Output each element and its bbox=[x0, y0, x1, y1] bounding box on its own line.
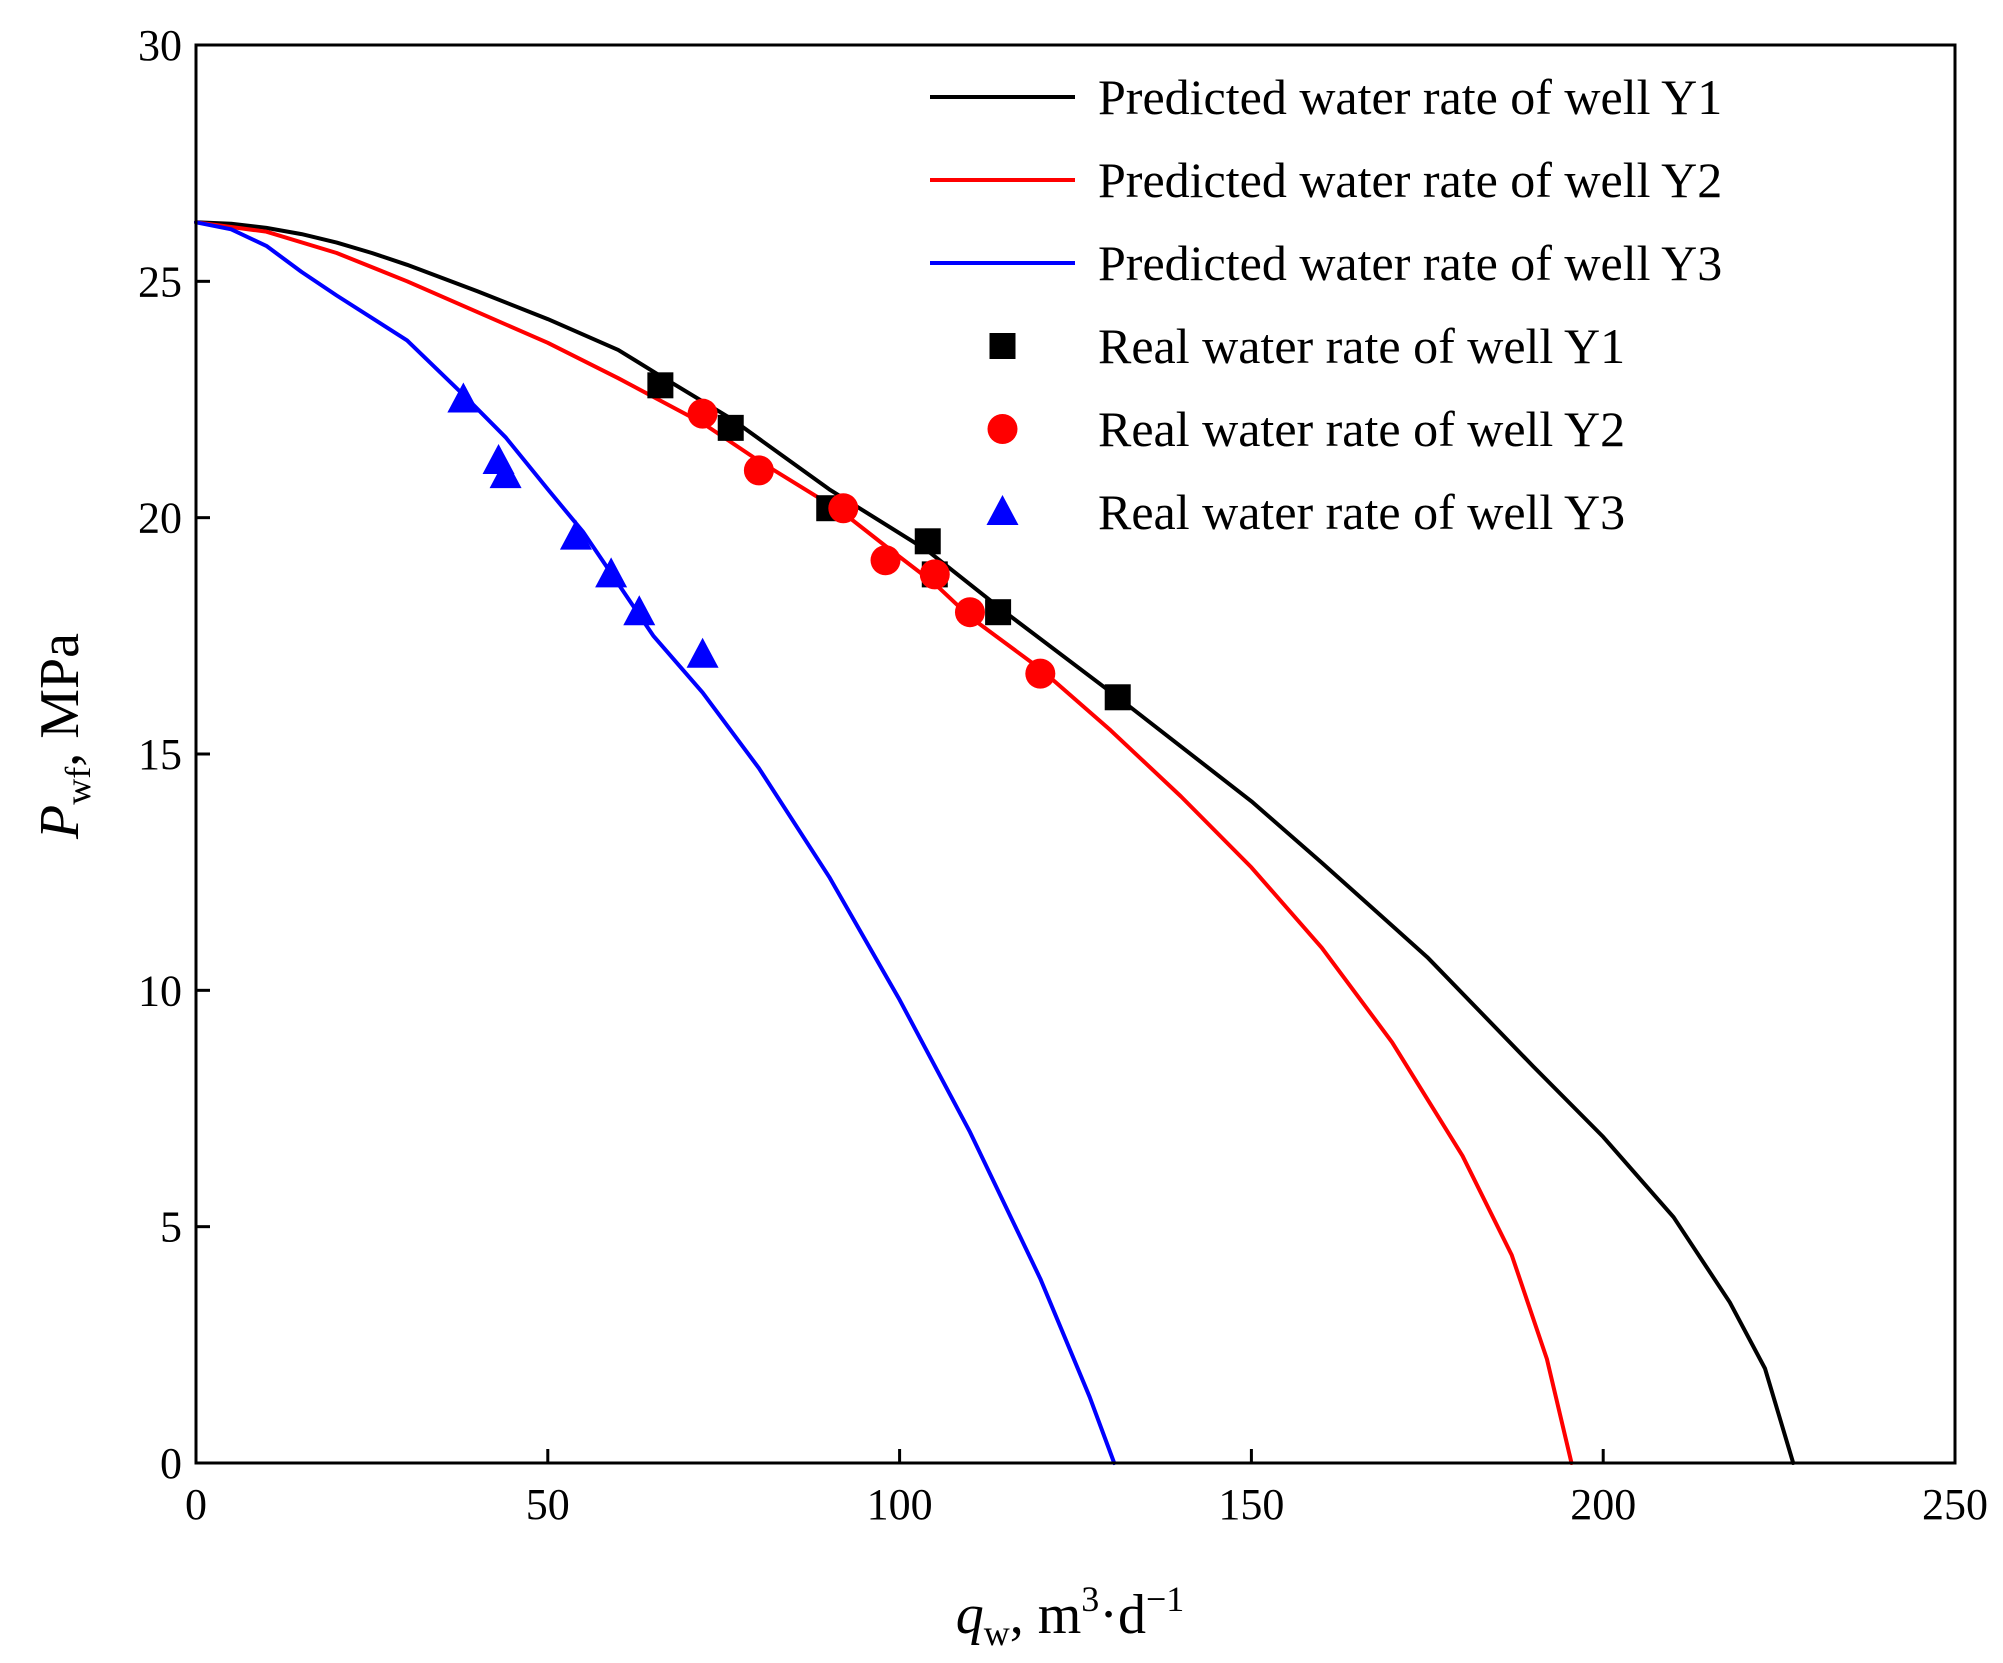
point-real-water-rate-of-well-y2 bbox=[919, 559, 950, 590]
point-real-water-rate-of-well-y1 bbox=[647, 372, 674, 399]
point-real-water-rate-of-well-y3 bbox=[686, 637, 719, 668]
x-tick-label: 100 bbox=[867, 1480, 933, 1529]
x-axis-label-subscript: w bbox=[984, 1613, 1010, 1653]
legend: Predicted water rate of well Y1 Predicted… bbox=[930, 69, 1722, 540]
point-real-water-rate-of-well-y2 bbox=[743, 455, 774, 486]
x-axis-label-variable: q bbox=[956, 1584, 984, 1646]
y-axis-ticks: 0 5 10 15 20 25 30 bbox=[138, 21, 210, 1488]
x-tick-label: 150 bbox=[1218, 1480, 1284, 1529]
point-real-water-rate-of-well-y1 bbox=[914, 528, 941, 555]
line-predicted-water-rate-of-well-y1 bbox=[194, 220, 1796, 1465]
point-real-water-rate-of-well-y2 bbox=[954, 597, 985, 628]
x-tick-label: 0 bbox=[185, 1480, 207, 1529]
x-axis-label-unit-exponent-2: −1 bbox=[1146, 1579, 1184, 1619]
point-real-water-rate-of-well-y3 bbox=[559, 519, 592, 550]
x-axis-ticks: 0 50 100 150 200 250 bbox=[185, 1449, 1988, 1529]
point-real-water-rate-of-well-y2 bbox=[828, 493, 859, 524]
y-tick-label: 20 bbox=[138, 494, 182, 543]
point-real-water-rate-of-well-y3 bbox=[623, 595, 656, 626]
x-axis-label: qw, m3·d−1 bbox=[956, 1579, 1185, 1653]
x-tick-label: 50 bbox=[526, 1480, 570, 1529]
y-tick-label: 10 bbox=[138, 966, 182, 1015]
point-real-water-rate-of-well-y2 bbox=[870, 545, 901, 576]
point-real-water-rate-of-well-y2 bbox=[687, 398, 718, 429]
x-axis-label-unit-exponent: 3 bbox=[1081, 1579, 1099, 1619]
y-tick-label: 5 bbox=[160, 1203, 182, 1252]
legend-label-real-water-rate-of-well-y2: Real water rate of well Y2 bbox=[1098, 401, 1625, 457]
x-tick-label: 250 bbox=[1922, 1480, 1988, 1529]
legend-label-predicted-water-rate-of-well-y1: Predicted water rate of well Y1 bbox=[1098, 69, 1722, 125]
point-real-water-rate-of-well-y3 bbox=[489, 458, 522, 489]
x-axis-label-unit: , m bbox=[1010, 1584, 1082, 1646]
point-real-water-rate-of-well-y2 bbox=[1025, 658, 1056, 689]
y-tick-label: 15 bbox=[138, 730, 182, 779]
point-real-water-rate-of-well-y3 bbox=[447, 382, 480, 413]
point-real-water-rate-of-well-y1 bbox=[985, 599, 1012, 626]
legend-swatch-real-water-rate-of-well-y3 bbox=[986, 495, 1019, 525]
y-axis-label-variable: P bbox=[29, 805, 91, 840]
line-predicted-water-rate-of-well-y3 bbox=[194, 220, 1117, 1465]
legend-label-predicted-water-rate-of-well-y3: Predicted water rate of well Y3 bbox=[1098, 235, 1722, 291]
legend-label-real-water-rate-of-well-y3: Real water rate of well Y3 bbox=[1098, 484, 1625, 540]
y-axis-label-subscript: wf bbox=[58, 767, 98, 805]
legend-swatch-real-water-rate-of-well-y2 bbox=[987, 414, 1018, 444]
y-axis-label-unit: , MPa bbox=[29, 633, 91, 767]
y-tick-label: 25 bbox=[138, 257, 182, 306]
y-tick-label: 0 bbox=[160, 1439, 182, 1488]
legend-label-real-water-rate-of-well-y1: Real water rate of well Y1 bbox=[1098, 318, 1625, 374]
point-real-water-rate-of-well-y1 bbox=[1104, 684, 1131, 711]
point-real-water-rate-of-well-y1 bbox=[717, 414, 744, 441]
y-axis-label: Pwf, MPa bbox=[29, 633, 98, 840]
y-tick-label: 30 bbox=[138, 21, 182, 70]
legend-label-predicted-water-rate-of-well-y2: Predicted water rate of well Y2 bbox=[1098, 152, 1722, 208]
series-markers bbox=[447, 372, 1131, 711]
x-tick-label: 200 bbox=[1570, 1480, 1636, 1529]
x-axis-label-unit-mid: ·d bbox=[1099, 1584, 1146, 1646]
point-real-water-rate-of-well-y3 bbox=[595, 557, 628, 588]
legend-swatch-real-water-rate-of-well-y1 bbox=[989, 333, 1016, 359]
